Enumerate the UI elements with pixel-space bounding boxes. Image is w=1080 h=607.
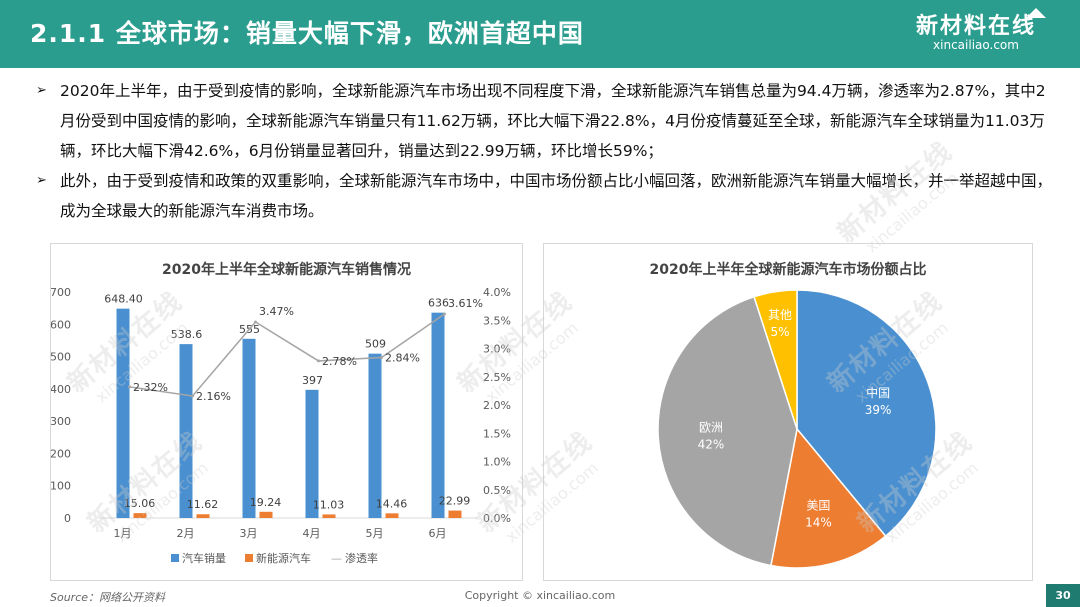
- page-title: 2.1.1 全球市场：销量大幅下滑，欧洲首超中国: [30, 19, 584, 48]
- bar-car-sales-label: 636: [428, 297, 449, 310]
- y-right-tick-label: 2.5%: [483, 371, 511, 384]
- bullet-text: 此外，由于受到疫情和政策的双重影响，全球新能源汽车市场中，中国市场份额占比小幅回…: [60, 172, 1053, 220]
- legend-nev-label: 新能源汽车: [256, 551, 311, 565]
- pie-slice-percent: 5%: [771, 325, 790, 339]
- pie-slice: [796, 289, 937, 538]
- bullet-item: ➢ 2020年上半年，由于受到疫情的影响，全球新能源汽车市场出现不同程度下滑，全…: [36, 76, 1056, 166]
- bar-nev-sales-label: 19.24: [250, 496, 282, 509]
- y-right-tick-label: 4.0%: [483, 286, 511, 299]
- y-right-tick-label: 3.0%: [483, 343, 511, 356]
- pie-slice-name: 中国: [866, 385, 890, 400]
- source-note: Source：网络公开资料: [50, 591, 166, 604]
- bar-car-sales: [179, 344, 193, 518]
- legend-nev-swatch: [245, 554, 253, 562]
- logo-url: xincailiao.com: [933, 38, 1019, 52]
- penetration-rate-point: [380, 356, 383, 360]
- sales-combo-chart: 0 100 200 300 400 500 600 700 0.0% 0.5% 1.0% 1.5% 2.…: [50, 286, 511, 565]
- y-right-tick-label: 3.5%: [483, 314, 511, 327]
- y-left-tick-label: 400: [51, 383, 71, 396]
- y-right-tick-label: 2.0%: [483, 399, 511, 412]
- sales-chart-panel: 2020年上半年全球新能源汽车销售情况 0 100 200 300 400 500 600 7…: [50, 243, 523, 581]
- header-bar: 2.1.1 全球市场：销量大幅下滑，欧洲首超中国 新材料在线 xincailia…: [0, 0, 1080, 68]
- x-tick-label: 4月: [303, 527, 321, 540]
- brand-logo: 新材料在线 xincailiao.com: [916, 8, 1036, 52]
- bar-nev-sales: [385, 513, 399, 518]
- penetration-rate-label: 2.84%: [385, 352, 420, 365]
- penetration-rate-line: [129, 313, 445, 397]
- market-share-pie: 中国 39% 美国 14% 欧洲 42% 其他 5%: [657, 289, 937, 569]
- y-right-tick-label: 0.5%: [483, 484, 511, 497]
- x-tick-label: 6月: [429, 527, 447, 540]
- arrow-bullet-icon: ➢: [36, 173, 47, 188]
- legend-rate-label: 渗透率: [345, 551, 378, 565]
- bar-nev-sales: [133, 513, 147, 518]
- x-tick-label: 3月: [240, 527, 258, 540]
- page-number: 30: [1046, 584, 1080, 607]
- copyright: Copyright © xincailiao.com: [464, 589, 616, 602]
- bar-car-sales-label: 538.6: [171, 328, 203, 341]
- penetration-rate-point: [254, 320, 257, 324]
- bar-nev-sales: [196, 514, 210, 518]
- bar-car-sales-label: 648.40: [104, 293, 143, 306]
- penetration-rate-point: [128, 385, 131, 389]
- bar-nev-sales: [448, 510, 462, 518]
- bullet-item: ➢ 此外，由于受到疫情和政策的双重影响，全球新能源汽车市场中，中国市场份额占比小…: [36, 166, 1056, 226]
- arrow-bullet-icon: ➢: [36, 83, 47, 98]
- pie-slice-percent: 42%: [698, 437, 725, 451]
- bullet-text: 2020年上半年，由于受到疫情的影响，全球新能源汽车市场出现不同程度下滑，全球新…: [60, 82, 1046, 160]
- share-chart-panel: 2020年上半年全球新能源汽车市场份额占比 中国 39% 美国 14% 欧洲 42% 其他 5…: [543, 243, 1033, 581]
- bar-car-sales-label: 397: [302, 374, 323, 387]
- bar-car-sales: [242, 338, 256, 518]
- pie-slice-name: 欧洲: [699, 420, 723, 434]
- bar-car-sales: [305, 389, 319, 518]
- legend-car-sales-swatch: [171, 554, 179, 562]
- pie-slice: [753, 289, 798, 430]
- bar-nev-sales-label: 22.99: [439, 495, 471, 508]
- y-left-tick-label: 200: [51, 447, 71, 460]
- penetration-rate-label: 3.61%: [448, 297, 483, 310]
- pie-slice-percent: 39%: [865, 403, 892, 417]
- y-left-tick-label: 600: [51, 318, 71, 331]
- bar-car-sales: [116, 308, 130, 518]
- bar-nev-sales: [322, 514, 336, 518]
- bar-nev-sales: [259, 511, 273, 518]
- logo-text: 新材料在线: [915, 14, 1036, 39]
- pie-slice-name: 其他: [768, 308, 792, 322]
- bar-nev-sales-label: 14.46: [376, 497, 408, 510]
- pie-chart-title: 2020年上半年全球新能源汽车市场份额占比: [649, 262, 927, 278]
- penetration-rate-point: [317, 359, 320, 363]
- x-tick-label: 1月: [114, 527, 132, 540]
- y-right-tick-label: 1.0%: [483, 456, 511, 469]
- pie-slice-name: 美国: [806, 498, 830, 512]
- y-left-tick-label: 500: [51, 351, 71, 364]
- y-right-tick-label: 1.5%: [483, 427, 511, 440]
- y-left-tick-label: 100: [51, 480, 71, 493]
- bar-nev-sales-label: 15.06: [124, 497, 156, 510]
- bar-car-sales-label: 509: [365, 338, 386, 351]
- pie-slice: [770, 427, 887, 569]
- penetration-rate-point: [443, 312, 446, 316]
- legend-rate-line-icon: —: [331, 552, 342, 565]
- penetration-rate-label: 3.47%: [259, 305, 294, 318]
- bar-nev-sales-label: 11.03: [313, 498, 345, 511]
- legend-car-sales-label: 汽车销量: [182, 551, 226, 565]
- y-left-tick-label: 300: [51, 415, 71, 428]
- pie-slice: [657, 295, 798, 567]
- penetration-rate-label: 2.32%: [133, 381, 168, 394]
- x-tick-label: 5月: [366, 527, 384, 540]
- y-right-tick-label: 0.0%: [483, 512, 511, 525]
- y-left-tick-label: 700: [51, 286, 71, 299]
- y-left-tick-label: 0: [64, 512, 71, 525]
- penetration-rate-label: 2.16%: [196, 390, 231, 403]
- bar-car-sales: [368, 353, 382, 518]
- bullet-list: ➢ 2020年上半年，由于受到疫情的影响，全球新能源汽车市场出现不同程度下滑，全…: [36, 76, 1056, 226]
- bar-car-sales: [431, 312, 445, 518]
- bar-chart-title: 2020年上半年全球新能源汽车销售情况: [162, 262, 411, 278]
- bar-nev-sales-label: 11.62: [187, 498, 219, 511]
- x-tick-label: 2月: [177, 527, 195, 540]
- penetration-rate-point: [191, 394, 194, 398]
- pie-slice-percent: 14%: [805, 515, 832, 529]
- house-icon: [1026, 8, 1046, 18]
- penetration-rate-label: 2.78%: [322, 355, 357, 368]
